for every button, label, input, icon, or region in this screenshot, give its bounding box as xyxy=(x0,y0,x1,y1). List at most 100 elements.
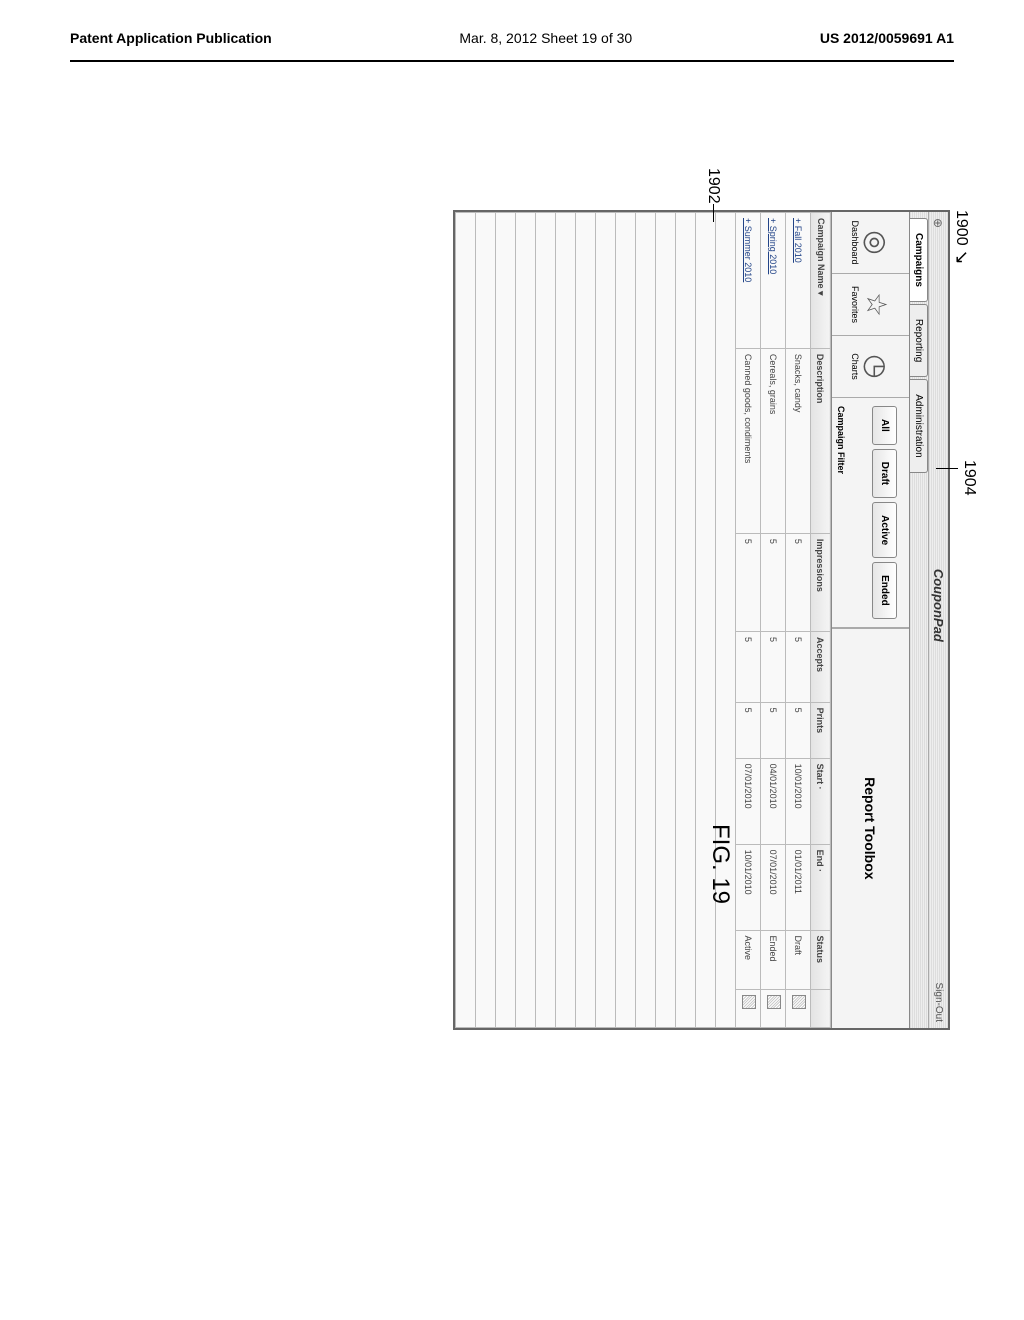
cell-start: 04/01/2010 xyxy=(761,758,786,844)
cell-acc: 5 xyxy=(736,632,761,703)
cell-action[interactable] xyxy=(736,989,761,1027)
ref-1904-leader xyxy=(936,468,958,469)
table-row-empty xyxy=(656,213,676,1028)
charts-label: Charts xyxy=(851,353,861,380)
table-row: + Fall 2010Snacks, candy55510/01/201001/… xyxy=(786,213,811,1028)
campaign-filter-group: All Draft Active Ended Campaign Filter xyxy=(832,398,909,628)
favorites-label: Favorites xyxy=(851,286,861,323)
col-acc[interactable]: Accepts xyxy=(811,632,831,703)
table-row: + Summer 2010Canned goods, condiments555… xyxy=(736,213,761,1028)
tab-reporting[interactable]: Reporting xyxy=(910,304,928,377)
cell-status: Ended xyxy=(761,930,786,989)
table-row-empty xyxy=(636,213,656,1028)
dashboard-label: Dashboard xyxy=(851,220,861,264)
table-row-empty xyxy=(696,213,716,1028)
tab-campaigns[interactable]: Campaigns xyxy=(910,218,928,302)
titlebar: ⊕ CouponPad Sign-Out xyxy=(928,212,948,1028)
col-start[interactable]: Start · xyxy=(811,758,831,844)
col-action xyxy=(811,989,831,1027)
cell-status: Active xyxy=(736,930,761,989)
cell-end: 10/01/2010 xyxy=(736,844,761,930)
header-left: Patent Application Publication xyxy=(70,30,272,46)
row-action-icon[interactable] xyxy=(792,995,806,1009)
chart-icon: ◷ xyxy=(863,354,891,378)
signout-link[interactable]: Sign-Out xyxy=(933,983,944,1022)
cell-acc: 5 xyxy=(786,632,811,703)
app-window: ⊕ CouponPad Sign-Out Campaigns Reporting… xyxy=(453,210,950,1030)
table-row-empty xyxy=(596,213,616,1028)
main-tabs: Campaigns Reporting Administration xyxy=(909,212,928,1028)
ref-1900-arrow: ↘ xyxy=(951,250,972,265)
dashboard-icon: ◎ xyxy=(863,230,891,254)
star-icon: ☆ xyxy=(863,292,891,317)
table-header-row: Campaign Name ▾ Description Impressions … xyxy=(811,213,831,1028)
table-row-empty xyxy=(476,213,496,1028)
ref-1902: 1902 xyxy=(704,168,722,204)
ref-1902-leader xyxy=(713,204,714,222)
ref-1904-label: 1904 xyxy=(961,460,978,496)
ref-1904: 1904 xyxy=(960,460,978,496)
table-row-empty xyxy=(676,213,696,1028)
charts-button[interactable]: ◷ Charts xyxy=(832,336,909,398)
dashboard-button[interactable]: ◎ Dashboard xyxy=(832,212,909,274)
brand-label: CouponPad xyxy=(931,569,946,642)
cell-impr: 5 xyxy=(786,533,811,631)
col-status[interactable]: Status xyxy=(811,930,831,989)
campaign-name-link[interactable]: + Fall 2010 xyxy=(786,213,811,349)
filter-buttons: All Draft Active Ended xyxy=(872,406,897,619)
table-row-empty xyxy=(516,213,536,1028)
ref-1900-label: 1900 xyxy=(953,210,971,246)
header-center: Mar. 8, 2012 Sheet 19 of 30 xyxy=(459,30,632,46)
table-row-empty xyxy=(536,213,556,1028)
cell-desc: Cereals, grains xyxy=(761,348,786,533)
cell-action[interactable] xyxy=(786,989,811,1027)
table-row-empty xyxy=(616,213,636,1028)
cell-desc: Canned goods, condiments xyxy=(736,348,761,533)
page-header: Patent Application Publication Mar. 8, 2… xyxy=(0,0,1024,54)
cell-end: 01/01/2011 xyxy=(786,844,811,930)
header-right: US 2012/0059691 A1 xyxy=(820,30,954,46)
cell-action[interactable] xyxy=(761,989,786,1027)
row-action-icon[interactable] xyxy=(767,995,781,1009)
cell-impr: 5 xyxy=(761,533,786,631)
filter-draft-button[interactable]: Draft xyxy=(872,449,897,498)
col-name[interactable]: Campaign Name ▾ xyxy=(811,213,831,349)
filter-all-button[interactable]: All xyxy=(872,406,897,445)
cell-end: 07/01/2010 xyxy=(761,844,786,930)
table-row: + Spring 2010Cereals, grains55504/01/201… xyxy=(761,213,786,1028)
campaign-table: Campaign Name ▾ Description Impressions … xyxy=(455,212,831,1028)
cell-start: 10/01/2010 xyxy=(786,758,811,844)
campaign-name-link[interactable]: + Spring 2010 xyxy=(761,213,786,349)
toolbar: ◎ Dashboard ☆ Favorites ◷ Charts All Dra… xyxy=(831,212,909,1028)
cell-status: Draft xyxy=(786,930,811,989)
ref-1900: 1900 ↘ xyxy=(951,210,972,265)
filter-ended-button[interactable]: Ended xyxy=(872,562,897,619)
table-row-empty xyxy=(576,213,596,1028)
cell-desc: Snacks, candy xyxy=(786,348,811,533)
ref-1902-label: 1902 xyxy=(705,168,722,204)
col-prints[interactable]: Prints xyxy=(811,702,831,758)
row-action-icon[interactable] xyxy=(742,995,756,1009)
cell-acc: 5 xyxy=(761,632,786,703)
campaign-name-link[interactable]: + Summer 2010 xyxy=(736,213,761,349)
cell-impr: 5 xyxy=(736,533,761,631)
cell-prints: 5 xyxy=(736,702,761,758)
col-impr[interactable]: Impressions xyxy=(811,533,831,631)
favorites-button[interactable]: ☆ Favorites xyxy=(832,274,909,336)
tab-administration[interactable]: Administration xyxy=(910,379,928,472)
col-end[interactable]: End · xyxy=(811,844,831,930)
filter-active-button[interactable]: Active xyxy=(872,502,897,558)
figure-1900: 1900 ↘ 1904 1902 ⊕ CouponPad Sign-Out Ca… xyxy=(170,210,950,1030)
cell-start: 07/01/2010 xyxy=(736,758,761,844)
cell-prints: 5 xyxy=(786,702,811,758)
table-row-empty xyxy=(496,213,516,1028)
figure-caption: FIG. 19 xyxy=(706,824,734,904)
table-row-empty xyxy=(456,213,476,1028)
window-control-icon[interactable]: ⊕ xyxy=(932,218,946,228)
report-toolbox-label: Report Toolbox xyxy=(832,628,909,1028)
header-rule xyxy=(70,60,954,62)
col-desc[interactable]: Description xyxy=(811,348,831,533)
filter-caption: Campaign Filter xyxy=(836,406,846,619)
sort-icon: ▾ xyxy=(816,291,826,296)
table-row-empty xyxy=(556,213,576,1028)
